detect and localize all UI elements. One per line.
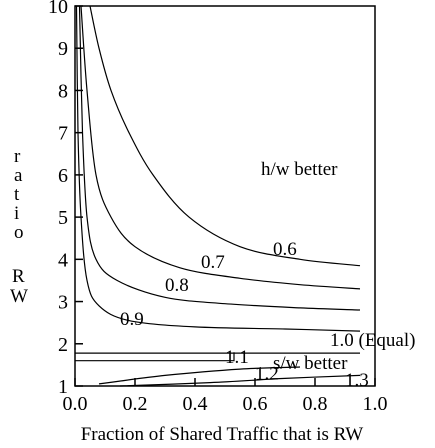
series-label: 0.8 [165, 275, 189, 296]
y-tick-label: 10 [48, 0, 68, 18]
series-line [80, 5, 361, 290]
series-curves [75, 5, 361, 387]
x-tick-label: 0.2 [123, 393, 148, 415]
series-label: 0.9 [120, 309, 144, 330]
y-tick-label: 9 [58, 38, 68, 60]
series-label: 1.2 [255, 364, 279, 385]
y-tick-label: 6 [58, 165, 68, 187]
series-label: 1.3 [345, 370, 369, 391]
series-label: 1.0 (Equal) [330, 330, 415, 351]
series-line [75, 5, 361, 332]
y-tick-label: 4 [58, 249, 68, 271]
series-label: 0.7 [201, 252, 225, 273]
annotations: h/w better s/w better [261, 159, 348, 374]
annotation-text: s/w better [273, 353, 348, 374]
annotation-text: h/w better [261, 159, 338, 180]
series-line [119, 374, 361, 387]
series-labels: 0.6 0.7 0.8 0.9 1.0 (Equal) 1.1 1.2 1.3 [120, 239, 415, 391]
y-ticks: 1 2 3 4 5 6 7 8 9 10 [48, 0, 83, 398]
y-tick-label: 3 [58, 292, 68, 314]
x-tick-label: 0.6 [243, 393, 268, 415]
y-tick-label: 7 [58, 123, 68, 145]
x-tick-label: 0.4 [183, 393, 208, 415]
series-line [75, 352, 235, 362]
series-line [98, 366, 301, 385]
series-line [89, 5, 361, 267]
y-tick-label: 1 [58, 376, 68, 398]
series-label: 0.6 [273, 239, 297, 260]
y-tick-label: 2 [58, 334, 68, 356]
plot-frame [74, 5, 376, 387]
series-line [78, 5, 361, 311]
y-tick-label: 5 [58, 207, 68, 229]
x-tick-label: 0.8 [303, 393, 328, 415]
x-tick-label: 1.0 [363, 393, 388, 415]
x-axis-label: Fraction of Shared Traffic that is RW [81, 424, 364, 445]
x-tick-label: 0.0 [63, 393, 88, 415]
series-label: 1.1 [225, 347, 249, 368]
y-tick-label: 8 [58, 80, 68, 102]
x-ticks: 0.0 0.2 0.4 0.6 0.8 1.0 [63, 378, 388, 415]
